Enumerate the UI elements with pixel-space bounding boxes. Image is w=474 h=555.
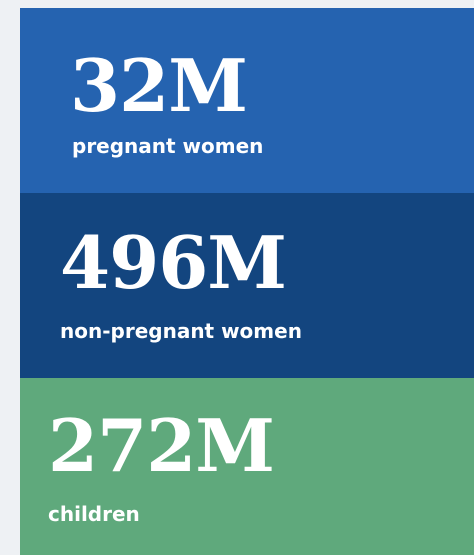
stat-value: 32M (70, 43, 248, 128)
stat-block: 272M children (20, 378, 474, 555)
stat-block: 496M non-pregnant women (20, 193, 474, 378)
stat-label: non-pregnant women (60, 319, 302, 343)
stat-label: pregnant women (72, 134, 264, 158)
stat-block: 32M pregnant women (20, 8, 474, 193)
stat-value: 496M (60, 220, 287, 305)
stat-value: 272M (48, 403, 275, 488)
stat-label: children (48, 502, 140, 526)
